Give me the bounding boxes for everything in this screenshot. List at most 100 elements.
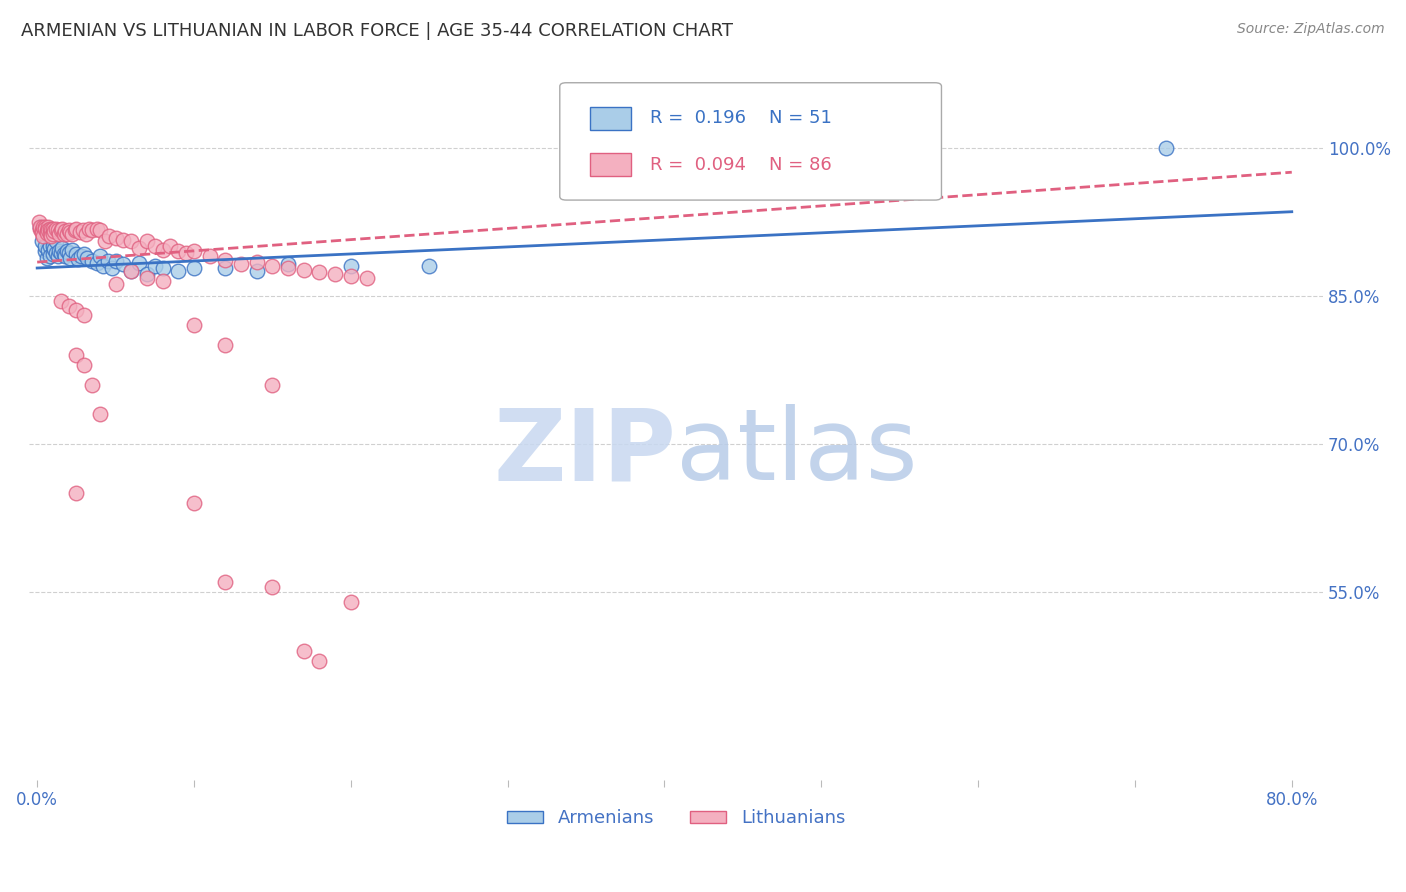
Point [52, 227, 75, 242]
Point [128, 241, 150, 255]
Point [1156, 140, 1178, 154]
Point [38, 239, 60, 253]
Point [136, 267, 159, 281]
Point [112, 233, 135, 247]
Point [104, 254, 127, 268]
Point [31, 223, 53, 237]
Point [75, 227, 97, 242]
Point [323, 267, 346, 281]
Point [69, 226, 91, 240]
Point [89, 249, 111, 263]
Point [77, 221, 100, 235]
Point [340, 259, 363, 273]
Point [38, 227, 60, 242]
Point [31, 227, 53, 241]
Point [45, 235, 67, 249]
Point [120, 264, 142, 278]
Point [183, 244, 205, 259]
Point [42, 247, 65, 261]
Point [58, 223, 80, 237]
Point [49, 293, 72, 308]
Text: R =  0.094    N = 86: R = 0.094 N = 86 [651, 155, 832, 174]
Point [65, 303, 87, 318]
Point [30, 221, 52, 235]
Point [356, 271, 378, 285]
Point [42, 221, 65, 235]
Point [277, 257, 299, 271]
Point [152, 274, 174, 288]
Point [30, 219, 52, 234]
Point [58, 246, 80, 260]
Point [44, 242, 66, 256]
Point [60, 227, 83, 242]
Point [277, 260, 299, 275]
Point [340, 595, 363, 609]
Point [262, 259, 284, 273]
Point [104, 231, 127, 245]
Point [143, 239, 166, 253]
Point [42, 227, 65, 242]
Point [73, 309, 96, 323]
Point [38, 249, 60, 263]
Point [136, 235, 159, 249]
Point [183, 496, 205, 510]
Point [167, 264, 190, 278]
Text: Source: ZipAtlas.com: Source: ZipAtlas.com [1237, 22, 1385, 37]
Text: ARMENIAN VS LITHUANIAN IN LABOR FORCE | AGE 35-44 CORRELATION CHART: ARMENIAN VS LITHUANIAN IN LABOR FORCE | … [21, 22, 733, 40]
Point [292, 644, 315, 658]
Point [35, 251, 58, 265]
Text: ZIP: ZIP [494, 404, 676, 501]
Point [76, 251, 98, 265]
Point [93, 235, 115, 249]
Point [198, 249, 221, 263]
Point [34, 219, 56, 234]
FancyBboxPatch shape [560, 83, 942, 200]
Point [65, 221, 87, 235]
Point [65, 348, 87, 362]
Point [72, 223, 94, 237]
Point [89, 223, 111, 237]
Point [183, 318, 205, 333]
Point [44, 225, 66, 239]
Point [65, 247, 87, 261]
Point [418, 259, 440, 273]
Point [45, 246, 67, 260]
Point [48, 227, 70, 242]
Point [46, 249, 69, 263]
Point [143, 259, 166, 273]
Point [48, 244, 70, 259]
Point [136, 271, 159, 285]
Point [80, 254, 103, 268]
Point [101, 260, 124, 275]
Point [73, 358, 96, 372]
Point [128, 256, 150, 270]
Point [34, 244, 56, 259]
Point [70, 249, 93, 263]
Point [28, 214, 51, 228]
Point [63, 223, 86, 237]
Point [45, 221, 67, 235]
Point [37, 223, 59, 237]
Point [214, 260, 236, 275]
Point [174, 246, 197, 260]
Point [262, 377, 284, 392]
Point [120, 264, 142, 278]
Point [308, 654, 330, 668]
Point [65, 486, 87, 500]
Point [30, 219, 52, 234]
Point [55, 249, 77, 263]
Point [214, 253, 236, 268]
Point [98, 229, 121, 244]
Point [55, 225, 77, 239]
Point [214, 338, 236, 352]
Point [340, 268, 363, 283]
Point [34, 221, 56, 235]
Point [112, 257, 135, 271]
Point [104, 277, 127, 291]
Point [152, 260, 174, 275]
Point [37, 244, 59, 258]
Point [35, 227, 58, 241]
Legend: Armenians, Lithuanians: Armenians, Lithuanians [501, 802, 852, 835]
Point [97, 254, 120, 268]
Point [46, 223, 69, 237]
